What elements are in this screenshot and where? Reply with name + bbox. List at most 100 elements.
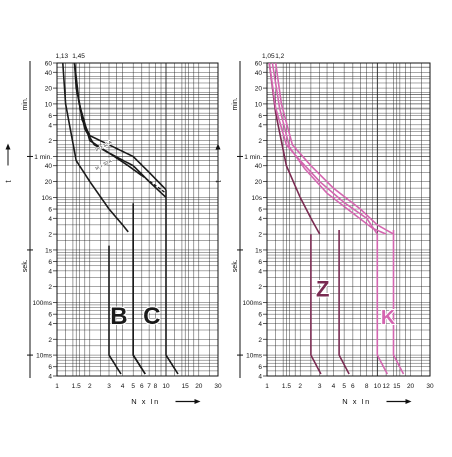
y-tick-label: 6 bbox=[48, 207, 52, 214]
trip-region-upper-1 bbox=[392, 230, 405, 375]
y-tick-label: 4 bbox=[258, 268, 262, 275]
y-tick-label: 4 bbox=[258, 321, 262, 328]
x-tick-label: 20 bbox=[407, 383, 415, 390]
y-tick-label: 6 bbox=[48, 113, 52, 120]
x-tick-label: 2 bbox=[298, 383, 302, 390]
x-tick-label: 6 bbox=[140, 383, 144, 390]
x-tick-label: 10 bbox=[162, 383, 170, 390]
annotation-in-over-32a: In > 32 A bbox=[95, 158, 113, 171]
y-tick-label: 2 bbox=[258, 232, 262, 239]
y-tick-label: 2 bbox=[48, 138, 52, 145]
y-tick-label: 20 bbox=[45, 86, 53, 93]
y-axis-label: t bbox=[214, 180, 223, 183]
y-tick-label: 10ms bbox=[246, 353, 263, 360]
x-tick-label: 8 bbox=[365, 383, 369, 390]
y-tick-label: 6 bbox=[48, 312, 52, 319]
y-tick-label: 10 bbox=[45, 101, 53, 108]
grid-1: 60 40 20 10 6 4 2 1 min. 40 20 10s 6 4 2 1s 6 4 2 100ms 6 4 2… bbox=[214, 53, 434, 406]
x-axis-label: N x In bbox=[131, 397, 160, 406]
side-label-minutes: min. bbox=[232, 97, 239, 110]
y-tick-label: 1 min. bbox=[34, 154, 52, 161]
y-tick-label: 6 bbox=[258, 364, 262, 371]
x-tick-label: 15 bbox=[393, 383, 401, 390]
x-tick-label: 4 bbox=[121, 383, 125, 390]
series-group-zk: ZK bbox=[268, 62, 405, 375]
y-tick-label: 6 bbox=[258, 113, 262, 120]
y-tick-label: 40 bbox=[45, 163, 53, 170]
x-tick-label: 10 bbox=[374, 383, 382, 390]
y-tick-label: 20 bbox=[45, 179, 53, 186]
plot-frame bbox=[266, 62, 431, 377]
y-tick-label: 1s bbox=[45, 247, 53, 254]
series-line-1 bbox=[268, 62, 378, 235]
y-tick-label: 1s bbox=[255, 247, 263, 254]
top-x-label: 1,13 bbox=[55, 53, 68, 60]
y-tick-label: 6 bbox=[258, 312, 262, 319]
x-tick-label: 1 bbox=[265, 383, 269, 390]
x-tick-label: 8 bbox=[154, 383, 158, 390]
y-tick-label: 20 bbox=[255, 86, 263, 93]
x-tick-label: 12 bbox=[382, 383, 390, 390]
y-tick-label: 40 bbox=[255, 70, 263, 77]
y-tick-label: 10ms bbox=[36, 353, 53, 360]
y-tick-label: 6 bbox=[258, 207, 262, 214]
x-axis-arrow-head bbox=[405, 399, 412, 404]
x-axis-arrow-head bbox=[194, 399, 201, 404]
y-tick-label: 4 bbox=[48, 216, 52, 223]
y-tick-label: 10 bbox=[255, 101, 263, 108]
y-tick-label: 6 bbox=[48, 364, 52, 371]
top-x-label: 1,2 bbox=[275, 53, 284, 60]
trip-region-lower-0 bbox=[310, 234, 322, 375]
top-x-label: 1,05 bbox=[262, 53, 275, 60]
series-line-2 bbox=[274, 62, 394, 235]
y-tick-label: 4 bbox=[48, 321, 52, 328]
y-tick-label: 60 bbox=[45, 61, 53, 68]
y-axis-arrow-head bbox=[5, 143, 11, 150]
x-tick-label: 3 bbox=[318, 383, 322, 390]
trip-region-lower-1 bbox=[132, 203, 146, 375]
side-label-seconds: sek. bbox=[22, 259, 29, 272]
y-tick-label: 2 bbox=[48, 232, 52, 239]
x-tick-label: 7 bbox=[147, 383, 151, 390]
series-line-0 bbox=[62, 62, 129, 233]
series-group-bc: B CIn ≥ 32 AIn > 32 A bbox=[62, 62, 179, 375]
trip-region-upper-1 bbox=[165, 189, 179, 375]
x-tick-label: 2 bbox=[88, 383, 92, 390]
y-tick-label: 100ms bbox=[242, 300, 262, 307]
y-tick-label: 2 bbox=[48, 284, 52, 291]
y-tick-label: 4 bbox=[258, 374, 262, 381]
series-line-k-inner bbox=[271, 62, 387, 235]
x-axis-label: N x In bbox=[342, 397, 371, 406]
series-line-1 bbox=[73, 62, 167, 191]
y-tick-label: 1 min. bbox=[244, 154, 262, 161]
x-tick-label: 6 bbox=[351, 383, 355, 390]
y-tick-label: 40 bbox=[45, 70, 53, 77]
y-tick-label: 10s bbox=[252, 195, 263, 202]
x-tick-label: 1 bbox=[55, 383, 59, 390]
trip-region-lower-0 bbox=[108, 245, 122, 375]
side-label-minutes: min. bbox=[22, 97, 29, 110]
curve-label-b: B bbox=[110, 303, 127, 330]
y-tick-label: 4 bbox=[258, 216, 262, 223]
x-tick-label: 5 bbox=[342, 383, 346, 390]
y-tick-label: 2 bbox=[258, 337, 262, 344]
y-tick-label: 2 bbox=[258, 284, 262, 291]
side-label-seconds: sek. bbox=[232, 259, 239, 272]
trip-region-upper-0 bbox=[338, 230, 350, 375]
curve-label-z: Z bbox=[316, 277, 329, 302]
x-tick-label: 15 bbox=[182, 383, 190, 390]
x-tick-label: 20 bbox=[195, 383, 203, 390]
x-tick-label: 3 bbox=[107, 383, 111, 390]
y-tick-label: 60 bbox=[255, 61, 263, 68]
y-tick-label: 2 bbox=[258, 138, 262, 145]
y-axis-arrow-head bbox=[215, 143, 221, 150]
trip-region-lower-1 bbox=[376, 234, 389, 375]
y-tick-label: 100ms bbox=[32, 300, 52, 307]
y-tick-label: 4 bbox=[48, 374, 52, 381]
y-tick-label: 4 bbox=[258, 122, 262, 129]
x-tick-label: 4 bbox=[332, 383, 336, 390]
curve-label-c: C bbox=[143, 303, 160, 330]
y-tick-label: 6 bbox=[258, 259, 262, 266]
